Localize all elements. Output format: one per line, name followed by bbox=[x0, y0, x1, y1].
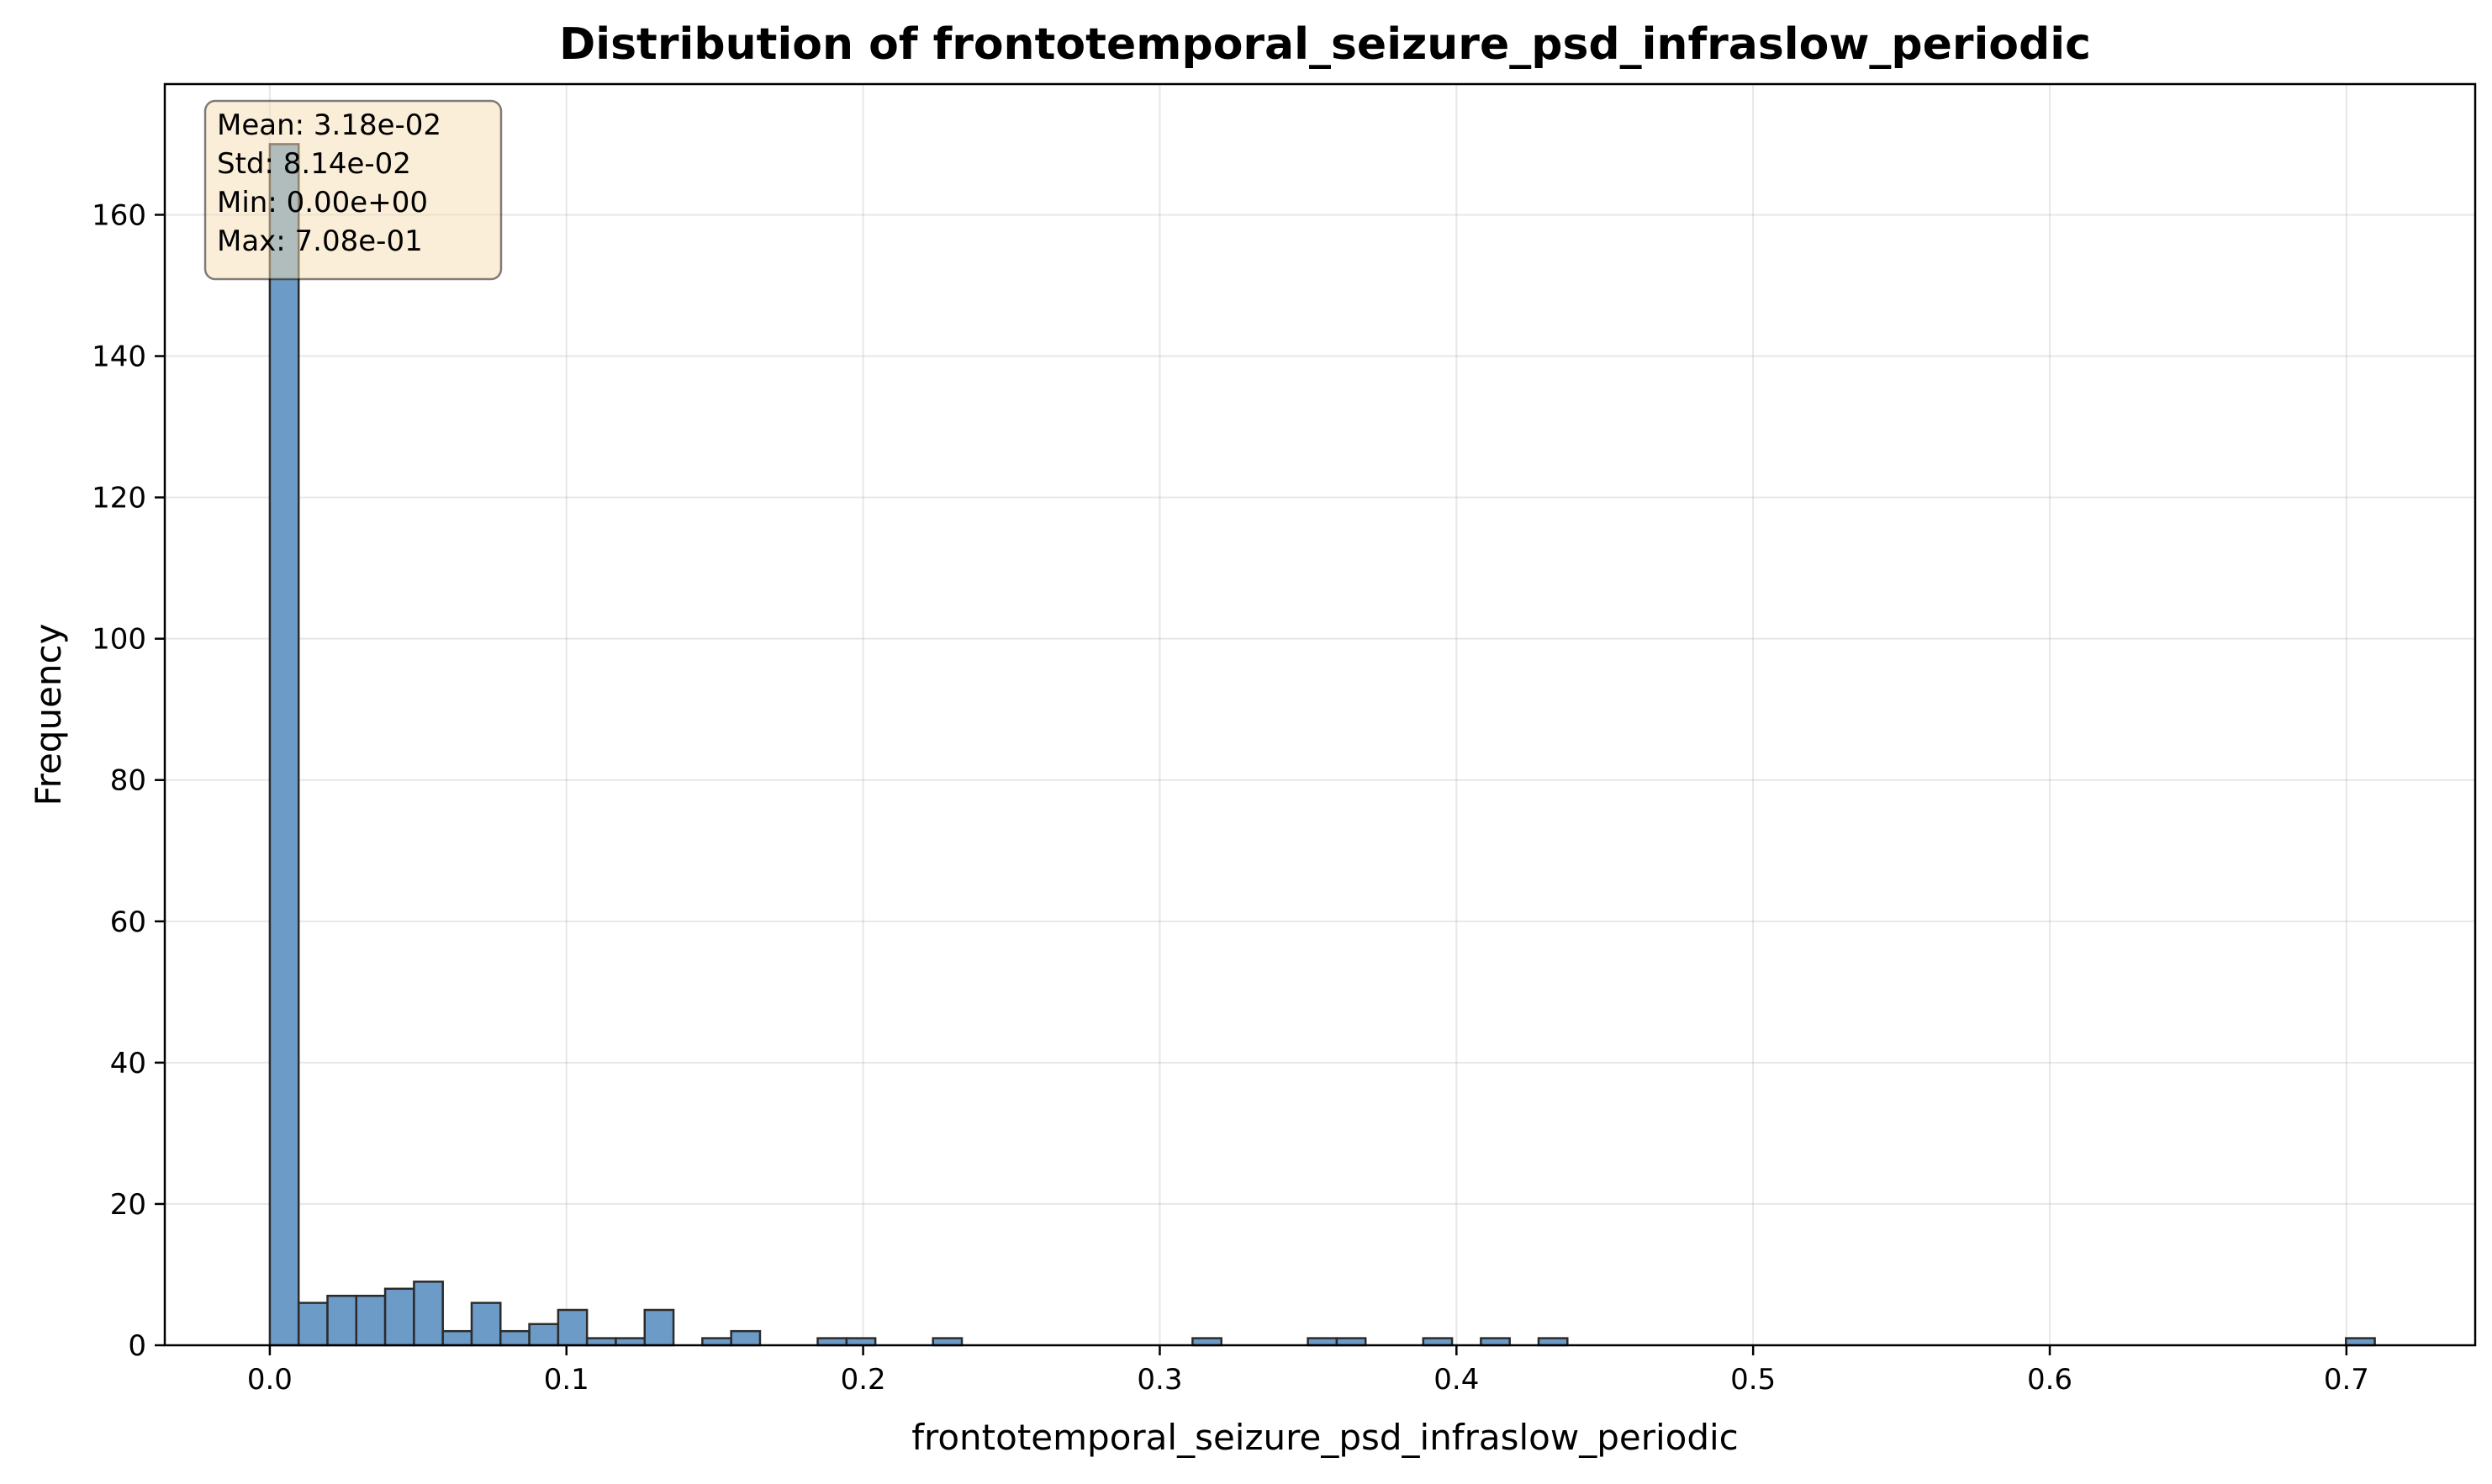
histogram-bar bbox=[816, 1337, 848, 1347]
histogram-bar bbox=[413, 1281, 444, 1347]
y-tick-label: 160 bbox=[92, 198, 146, 232]
y-tick-label: 60 bbox=[110, 906, 146, 939]
stats-max: Max: 7.08e-01 bbox=[217, 224, 423, 258]
histogram-bar bbox=[845, 1337, 877, 1347]
histogram-bar bbox=[730, 1329, 762, 1347]
y-tick-label: 40 bbox=[110, 1047, 146, 1080]
histogram-bar bbox=[528, 1323, 560, 1347]
y-tick-label: 20 bbox=[110, 1188, 146, 1222]
histogram-bars bbox=[268, 143, 2376, 1347]
histogram-bar bbox=[1537, 1337, 1569, 1347]
plot-frame bbox=[163, 82, 2477, 1347]
histogram-bar bbox=[268, 143, 300, 1347]
x-tick-label: 0.6 bbox=[2027, 1363, 2072, 1397]
histogram-bar bbox=[585, 1337, 617, 1347]
plot-area bbox=[165, 84, 2475, 1345]
x-tick-label: 0.7 bbox=[2324, 1363, 2369, 1397]
histogram-bar bbox=[355, 1294, 387, 1347]
stats-min: Min: 0.00e+00 bbox=[217, 186, 428, 219]
histogram-bar bbox=[1422, 1337, 1454, 1347]
x-axis-label: frontotemporal_seizure_psd_infraslow_per… bbox=[911, 1417, 1739, 1458]
stats-std: Std: 8.14e-02 bbox=[217, 147, 411, 181]
histogram-bar bbox=[932, 1337, 964, 1347]
y-tick-label: 100 bbox=[92, 623, 146, 657]
histogram-bar bbox=[499, 1329, 531, 1347]
histogram-bar bbox=[557, 1308, 589, 1347]
histogram-bar bbox=[1335, 1337, 1367, 1347]
stats-box: Mean: 3.18e-02 Std: 8.14e-02 Min: 0.00e+… bbox=[203, 99, 503, 281]
x-axis-ticks: 0.0 0.1 0.2 0.3 0.4 0.5 0.6 0.7 bbox=[247, 1345, 2369, 1397]
x-tick-label: 0.3 bbox=[1137, 1363, 1182, 1397]
histogram-bar bbox=[297, 1302, 329, 1347]
y-axis-label: Frequency bbox=[28, 624, 69, 806]
histogram-bar bbox=[441, 1329, 473, 1347]
histogram-bar bbox=[1191, 1337, 1222, 1347]
histogram-bar bbox=[1480, 1337, 1511, 1347]
stats-box-background bbox=[203, 99, 503, 281]
histogram-bar bbox=[383, 1287, 415, 1347]
x-tick-label: 0.1 bbox=[544, 1363, 589, 1397]
y-axis-ticks: 0 20 40 60 80 100 120 140 160 bbox=[92, 198, 165, 1363]
histogram-bar bbox=[1307, 1337, 1338, 1347]
chart-title: Distribution of frontotemporal_seizure_p… bbox=[559, 19, 2091, 70]
y-tick-label: 140 bbox=[92, 341, 146, 374]
histogram-bar bbox=[2345, 1337, 2376, 1347]
y-tick-label: 0 bbox=[128, 1329, 146, 1363]
histogram-bar bbox=[470, 1302, 502, 1347]
y-tick-label: 120 bbox=[92, 482, 146, 515]
histogram-bar bbox=[326, 1294, 358, 1347]
x-tick-label: 0.5 bbox=[1730, 1363, 1776, 1397]
stats-mean: Mean: 3.18e-02 bbox=[217, 108, 441, 142]
x-tick-label: 0.4 bbox=[1433, 1363, 1479, 1397]
histogram-bar bbox=[701, 1337, 732, 1347]
histogram-bar bbox=[643, 1308, 675, 1347]
x-tick-label: 0.2 bbox=[841, 1363, 886, 1397]
histogram-bar bbox=[615, 1337, 647, 1347]
y-tick-label: 80 bbox=[110, 764, 146, 798]
x-tick-label: 0.0 bbox=[247, 1363, 293, 1397]
